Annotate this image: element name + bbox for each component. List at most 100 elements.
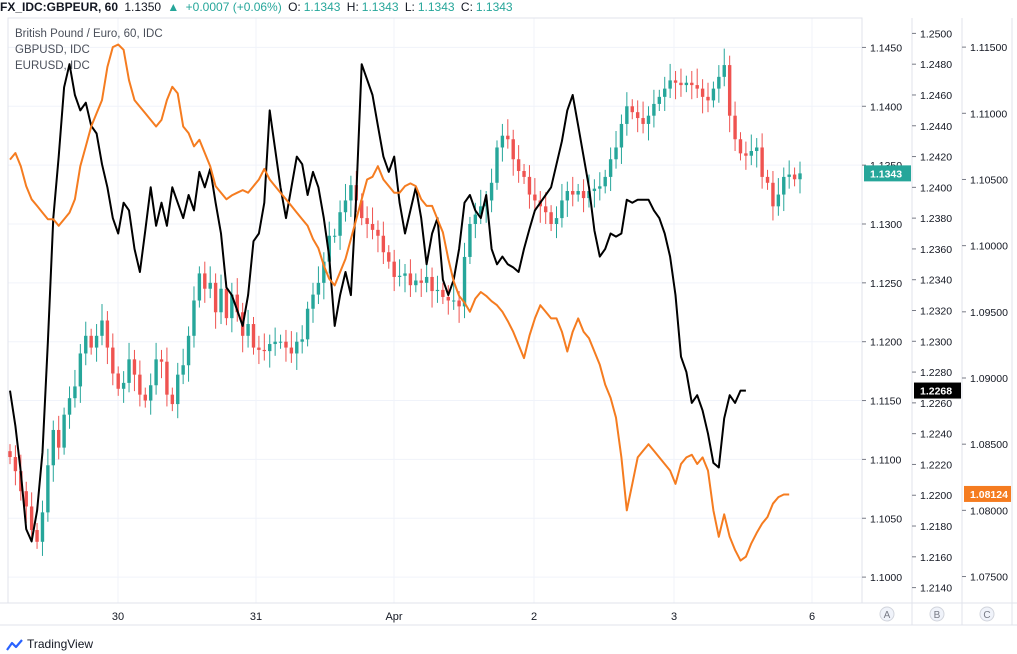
candle xyxy=(543,206,548,213)
candle xyxy=(435,289,440,292)
candle xyxy=(776,194,781,207)
candle xyxy=(533,194,537,201)
axis-b-tick-label: 1.2400 xyxy=(920,182,952,194)
candle xyxy=(663,88,667,97)
candle xyxy=(159,359,164,362)
candle xyxy=(760,147,764,177)
axis-c-tick-label: 1.09000 xyxy=(970,373,1008,385)
legend-eurusd[interactable]: EURUSD, IDC xyxy=(15,60,90,72)
candle xyxy=(8,451,12,458)
candle xyxy=(500,135,505,148)
axis-b-tick-label: 1.2160 xyxy=(920,552,952,564)
axis-b-tick-label: 1.2260 xyxy=(920,398,952,410)
candle xyxy=(89,335,93,348)
candle xyxy=(224,288,229,319)
scale-button-label: B xyxy=(934,610,941,621)
candle xyxy=(755,147,759,152)
candle xyxy=(468,223,472,257)
candle xyxy=(619,123,624,148)
x-tick-label: 31 xyxy=(250,611,262,623)
candle xyxy=(111,347,115,374)
candle xyxy=(165,361,169,395)
candle xyxy=(403,273,407,276)
candle xyxy=(581,191,586,199)
candle xyxy=(397,275,402,277)
candle xyxy=(668,80,672,89)
candle xyxy=(121,382,126,389)
axis-c-tick-label: 1.08000 xyxy=(970,505,1008,517)
low-label: L: xyxy=(404,0,415,14)
candle xyxy=(387,252,391,262)
axis-b-tick-label: 1.2360 xyxy=(920,244,952,256)
candle xyxy=(154,359,158,386)
axis-c-tick-label: 1.10500 xyxy=(970,174,1008,186)
scale-button-a[interactable] xyxy=(879,606,895,622)
plot-frame xyxy=(7,17,863,604)
last-price-tag-c-label: 1.08124 xyxy=(970,489,1008,501)
candle xyxy=(305,308,310,340)
candle xyxy=(592,188,597,192)
candle xyxy=(311,294,315,309)
candle xyxy=(511,139,515,160)
candle xyxy=(722,65,726,77)
candle xyxy=(251,324,256,348)
candle xyxy=(100,320,104,336)
candle xyxy=(176,374,180,405)
candle xyxy=(327,235,331,262)
axis-a-tick-label: 1.1200 xyxy=(870,337,902,349)
up-arrow-icon: ▲ xyxy=(167,0,180,14)
candle xyxy=(625,106,629,124)
symbol-label[interactable]: FX_IDC:GBPEUR, 60 xyxy=(0,0,119,14)
open-label: O: xyxy=(288,0,301,14)
candle xyxy=(84,335,88,354)
candle xyxy=(560,200,564,219)
candle xyxy=(392,261,396,277)
candle xyxy=(235,294,239,313)
candle xyxy=(62,414,66,448)
candle xyxy=(451,300,456,302)
close-label: C: xyxy=(460,0,473,14)
candle xyxy=(181,365,185,375)
axis-c-tick-label: 1.10000 xyxy=(970,241,1008,253)
scale-button-label: C xyxy=(983,610,990,621)
candle xyxy=(787,174,791,177)
legend-gbpusd[interactable]: GBPUSD, IDC xyxy=(15,44,90,56)
axis-a-tick-label: 1.1150 xyxy=(870,396,901,408)
eurusd-line xyxy=(9,43,790,562)
candle xyxy=(289,347,294,354)
candle xyxy=(506,135,510,140)
axis-a-tick-label: 1.1250 xyxy=(870,278,902,290)
scale-button-b[interactable] xyxy=(929,606,945,622)
close-value: 1.1343 xyxy=(475,0,513,14)
scale-button-c[interactable] xyxy=(979,606,995,622)
symbol-header: FX_IDC:GBPEUR, 60 1.1350 ▲ +0.0007 (+0.0… xyxy=(0,0,516,16)
candle xyxy=(138,374,142,395)
axis-b-tick-label: 1.2140 xyxy=(920,583,952,595)
candle xyxy=(727,65,732,116)
axis-b-tick-label: 1.2420 xyxy=(920,152,952,164)
axis-b-tick-label: 1.2240 xyxy=(920,429,952,441)
candle xyxy=(230,294,234,319)
axis-b-tick-label: 1.2380 xyxy=(920,213,952,225)
axis-a-tick-label: 1.1450 xyxy=(870,42,902,54)
candle xyxy=(94,335,99,348)
tradingview-brand[interactable]: TradingView xyxy=(6,637,93,651)
last-price-tag-c xyxy=(964,485,1011,502)
candle xyxy=(67,398,72,415)
candle xyxy=(738,139,743,154)
candle xyxy=(744,153,748,156)
candle xyxy=(284,341,288,348)
scale-button-label: A xyxy=(884,610,891,621)
candle xyxy=(40,512,45,542)
candle xyxy=(516,159,521,172)
candle xyxy=(414,280,418,286)
candle xyxy=(376,229,380,236)
legend-main-series[interactable]: British Pound / Euro, 60, IDC xyxy=(15,28,163,40)
axis-a-tick-label: 1.1000 xyxy=(870,572,902,584)
high-value: 1.1343 xyxy=(361,0,399,14)
axis-a-tick-label: 1.1050 xyxy=(870,513,902,525)
candle xyxy=(424,276,429,283)
candle xyxy=(257,347,261,350)
candle xyxy=(635,112,640,119)
